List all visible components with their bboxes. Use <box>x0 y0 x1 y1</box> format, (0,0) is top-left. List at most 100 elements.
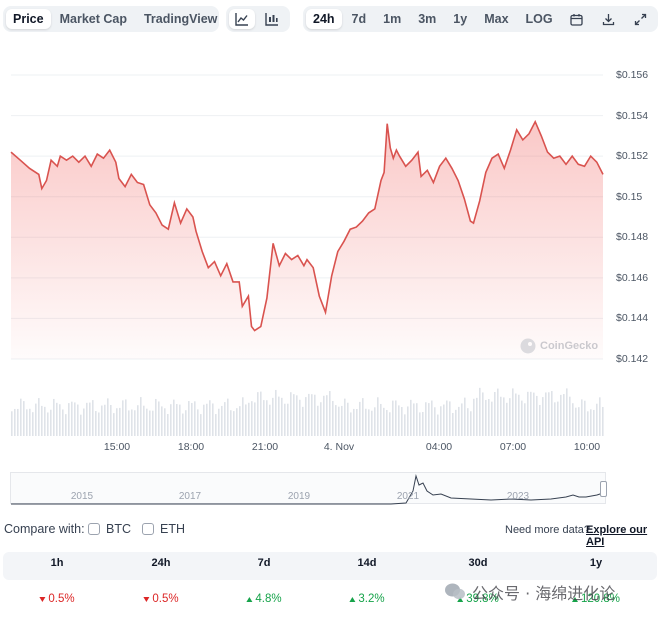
volume-bar <box>389 412 391 436</box>
eth-checkbox[interactable] <box>142 523 154 535</box>
log-scale-toggle[interactable]: LOG <box>525 12 553 26</box>
volume-bar <box>269 404 271 436</box>
volume-bar <box>218 408 220 436</box>
tab-market-cap[interactable]: Market Cap <box>59 12 127 26</box>
range-1m[interactable]: 1m <box>383 12 402 26</box>
volume-bar <box>161 406 163 436</box>
candlestick-chart-icon[interactable] <box>259 9 285 29</box>
column-header: 1h <box>50 557 64 569</box>
volume-bar <box>578 407 580 436</box>
volume-bar <box>311 394 313 436</box>
volume-bar <box>575 407 577 436</box>
volume-bar <box>47 412 49 436</box>
volume-bar <box>380 403 382 436</box>
tab-price[interactable]: Price <box>6 9 51 29</box>
range-24h[interactable]: 24h <box>306 9 342 29</box>
change-cell: 3.2% <box>349 593 385 605</box>
volume-bar <box>488 399 490 436</box>
volume-bar <box>44 406 46 436</box>
change-value: 3.2% <box>358 593 385 605</box>
volume-bar <box>413 403 415 436</box>
volume-bar <box>230 410 232 436</box>
watermark-text: CoinGecko <box>540 340 599 352</box>
history-navigator[interactable] <box>10 472 607 505</box>
change-cell: 0.5% <box>143 593 179 605</box>
volume-bar <box>563 394 565 436</box>
volume-bar <box>251 401 253 436</box>
volume-bar <box>512 388 514 436</box>
x-tick: 21:00 <box>251 441 279 453</box>
volume-bar <box>119 407 121 436</box>
volume-bar <box>554 402 556 436</box>
navigator-handle[interactable] <box>600 481 607 497</box>
btc-label[interactable]: BTC <box>106 522 131 536</box>
volume-bar <box>455 409 457 436</box>
volume-bar <box>128 410 130 436</box>
line-chart-icon[interactable] <box>229 9 255 29</box>
volume-bar <box>35 403 37 436</box>
volume-bar <box>458 406 460 436</box>
volume-bar <box>134 410 136 436</box>
volume-bar <box>290 392 292 436</box>
range-3m[interactable]: 3m <box>418 12 437 26</box>
volume-bar <box>272 397 274 436</box>
volume-bar <box>392 400 394 436</box>
volume-bar <box>257 392 259 436</box>
volume-bar <box>53 398 55 436</box>
wechat-overlay: 公众号 · 海绵进化论 <box>444 580 615 604</box>
coingecko-logo-icon <box>520 338 536 354</box>
volume-bar <box>176 404 178 436</box>
change-cell: 0.5% <box>39 593 75 605</box>
volume-bar <box>482 392 484 436</box>
volume-bar <box>215 414 217 436</box>
volume-bar <box>566 388 568 436</box>
volume-bar <box>71 401 73 436</box>
volume-bar <box>74 402 76 436</box>
history-tick: 2017 <box>178 491 202 502</box>
range-7d[interactable]: 7d <box>351 12 367 26</box>
volume-bar <box>332 400 334 436</box>
history-tick: 2021 <box>396 491 420 502</box>
btc-checkbox[interactable] <box>88 523 100 535</box>
volume-bar <box>425 402 427 436</box>
volume-bar <box>524 403 526 436</box>
volume-bar <box>341 405 343 436</box>
volume-bar <box>266 400 268 436</box>
calendar-icon[interactable] <box>564 9 590 29</box>
range-1y[interactable]: 1y <box>453 12 468 26</box>
volume-bar <box>86 402 88 436</box>
volume-bar <box>533 392 535 436</box>
volume-bar <box>302 406 304 436</box>
column-header: 30d <box>468 557 488 569</box>
volume-bar <box>89 402 91 436</box>
volume-bar <box>50 409 52 436</box>
explore-api-link[interactable]: Explore our API <box>586 524 648 548</box>
volume-bar <box>419 412 421 436</box>
volume-bar <box>173 399 175 436</box>
volume-bar <box>146 408 148 436</box>
volume-bar <box>248 402 250 436</box>
overlay-text: 公众号 · 海绵进化论 <box>472 584 616 603</box>
volume-bar <box>260 391 262 436</box>
volume-bar <box>404 414 406 436</box>
volume-bar <box>590 409 592 436</box>
range-max[interactable]: Max <box>484 12 509 26</box>
volume-bar <box>320 402 322 436</box>
up-arrow-icon <box>571 596 578 602</box>
volume-bar <box>284 403 286 436</box>
volume-bar <box>65 414 67 436</box>
volume-bar <box>149 410 151 436</box>
volume-bar <box>296 395 298 436</box>
y-tick: $0.142 <box>616 353 649 365</box>
price-chart[interactable] <box>0 0 660 470</box>
expand-icon[interactable] <box>628 9 654 29</box>
x-tick: 04:00 <box>425 441 453 453</box>
volume-bar <box>344 398 346 436</box>
volume-bar <box>113 413 115 436</box>
price-line <box>10 119 604 332</box>
download-icon[interactable] <box>596 9 622 29</box>
eth-label[interactable]: ETH <box>160 522 185 536</box>
tab-tradingview[interactable]: TradingView <box>143 12 218 26</box>
volume-bar <box>17 408 19 436</box>
volume-bar <box>437 414 439 436</box>
